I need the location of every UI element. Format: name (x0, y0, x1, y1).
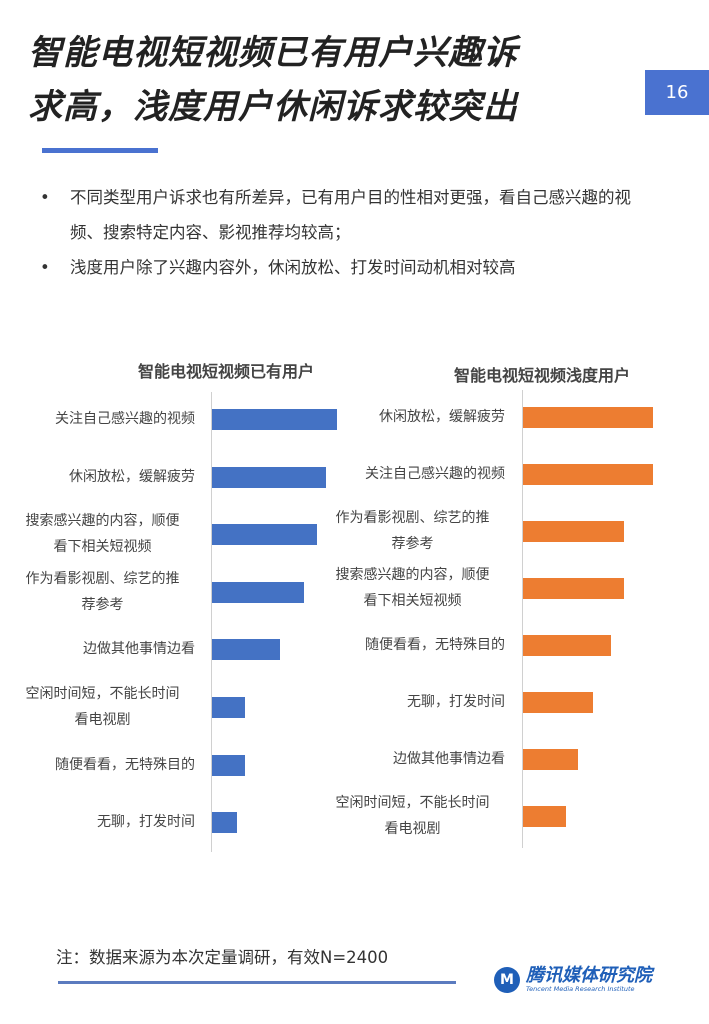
title-line-2: 求高，浅度用户休闲诉求较突出 (28, 87, 518, 127)
bar (212, 812, 237, 834)
category-label: 关注自己感兴趣的视频 (55, 411, 195, 427)
bar (523, 692, 594, 713)
chart-title: 智能电视短视频浅度用户 (454, 366, 631, 385)
bullet-list: 不同类型用户诉求也有所差异，已有用户目的性相对更强，看自己感兴趣的视频、搜索特定… (40, 180, 660, 285)
bar (523, 806, 566, 827)
chart-title: 智能电视短视频已有用户 (138, 362, 315, 381)
category-label: 休闲放松，缓解疲劳 (379, 409, 505, 425)
category-label: 无聊，打发时间 (97, 814, 195, 831)
bar (212, 581, 305, 603)
title-underline (42, 148, 158, 153)
category-label: 空闲时间短，不能长时间 看电视剧 (335, 795, 490, 837)
bar (212, 754, 245, 776)
category-axis (211, 392, 212, 852)
bar (523, 749, 578, 770)
source-note: 注：数据来源为本次定量调研，有效N=2400 (56, 948, 389, 967)
logo-en: Tencent Media Research Institute (526, 985, 635, 993)
logo-m-icon: M (494, 966, 520, 993)
category-label: 随便看看，无特殊目的 (365, 637, 505, 653)
category-label: 无聊，打发时间 (407, 694, 505, 710)
bar (212, 639, 280, 661)
bar (212, 524, 318, 546)
category-label: 随便看看，无特殊目的 (55, 756, 195, 773)
bullet-item: 浅度用户除了兴趣内容外，休闲放松、打发时间动机相对较高 (40, 250, 660, 285)
category-label: 空闲时间短，不能长时间 看电视剧 (25, 686, 180, 728)
logo-cn: 腾讯媒体研究院 (526, 965, 652, 986)
category-label: 边做其他事情边看 (83, 641, 195, 658)
category-label: 关注自己感兴趣的视频 (365, 466, 505, 482)
page-number: 16 (645, 70, 709, 115)
bar (523, 521, 625, 542)
category-label: 搜索感兴趣的内容，顺便 看下相关短视频 (335, 567, 490, 609)
footer-divider (58, 981, 456, 984)
bar (523, 464, 653, 485)
bar (523, 407, 653, 428)
page-title: 智能电视短视频已有用户兴趣诉 求高，浅度用户休闲诉求较突出 (28, 26, 638, 134)
logo: M 腾讯媒体研究院 Tencent Media Research Institu… (494, 966, 652, 993)
category-label: 作为看影视剧、综艺的推 荐参考 (335, 510, 490, 552)
category-label: 休闲放松，缓解疲劳 (69, 468, 195, 485)
category-axis (522, 390, 523, 848)
category-label: 边做其他事情边看 (393, 751, 505, 767)
bar (523, 635, 612, 656)
bar (212, 697, 245, 718)
bar (212, 409, 337, 430)
title-line-1: 智能电视短视频已有用户兴趣诉 (28, 33, 518, 73)
category-label: 作为看影视剧、综艺的推 荐参考 (25, 570, 180, 613)
bar (523, 578, 625, 599)
category-label: 搜索感兴趣的内容，顺便 看下相关短视频 (25, 513, 180, 556)
bullet-item: 不同类型用户诉求也有所差异，已有用户目的性相对更强，看自己感兴趣的视频、搜索特定… (40, 180, 660, 250)
bar (212, 466, 327, 488)
